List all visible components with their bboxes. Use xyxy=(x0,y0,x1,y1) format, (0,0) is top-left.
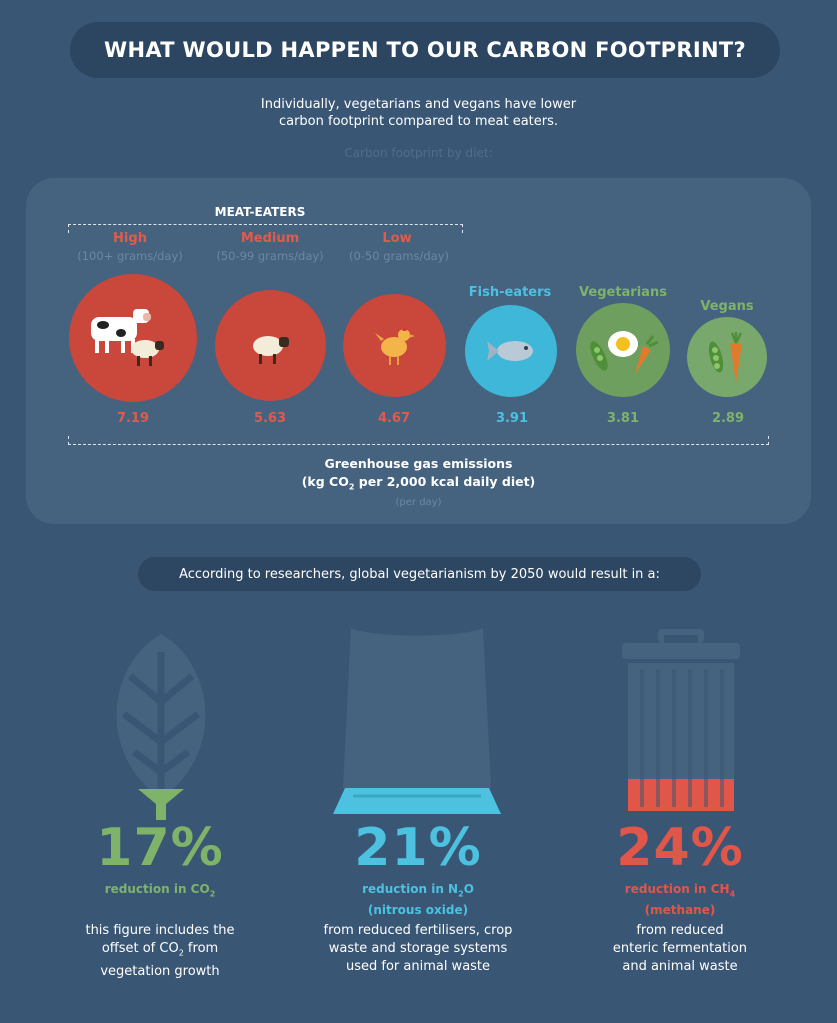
category-label-low: Low xyxy=(382,231,412,246)
diet-circle-medium xyxy=(215,290,326,401)
diet-circle-low xyxy=(343,294,446,397)
category-note-low: (0-50 grams/day) xyxy=(348,249,450,263)
co2-desc-pre: offset of CO xyxy=(101,941,179,956)
pea-carrot-icon xyxy=(708,332,743,383)
co2-label-text: reduction in CO xyxy=(104,882,210,896)
n2o-desc-line-1: from reduced fertilisers, crop xyxy=(323,923,513,938)
ch4-label-line-2: (methane) xyxy=(644,903,716,918)
co2-desc-line-1: this figure includes the xyxy=(85,923,235,938)
co2-label: reduction in CO2 xyxy=(60,881,260,902)
ch4-description: from reduced enteric fermentation and an… xyxy=(580,922,780,976)
diet-circle-vegans xyxy=(687,317,767,397)
n2o-desc-line-2: waste and storage systems xyxy=(328,941,508,956)
n2o-desc-line-3: used for animal waste xyxy=(345,959,491,974)
value-label-fish-eaters: 3.91 xyxy=(495,411,529,426)
intro-text: Individually, vegetarians and vegans hav… xyxy=(200,96,637,130)
category-note-high: (100+ grams/day) xyxy=(77,249,183,263)
n2o-label-post: O xyxy=(463,882,474,896)
cow-sheep-icon xyxy=(91,309,164,366)
axis-caption: Greenhouse gas emissions (kg CO2 per 2,0… xyxy=(220,455,617,497)
value-label-medium: 5.63 xyxy=(253,411,287,426)
category-note-medium: (50-99 grams/day) xyxy=(216,249,324,263)
n2o-percent: 21% xyxy=(354,818,482,878)
leaf-icon xyxy=(116,634,206,820)
value-label-vegetarians: 3.81 xyxy=(606,411,640,426)
ch4-label-sub: 4 xyxy=(729,889,736,899)
fish-icon xyxy=(487,341,533,361)
diet-circle-vegetarians xyxy=(576,303,670,397)
per-day-note: (per day) xyxy=(395,497,442,508)
co2-percent: 17% xyxy=(96,818,224,878)
n2o-label-sub: 2 xyxy=(458,889,464,899)
ch4-label: reduction in CH4 (methane) xyxy=(580,881,780,918)
page-title: WHAT WOULD HAPPEN TO OUR CARBON FOOTPRIN… xyxy=(70,22,780,78)
co2-desc-line-3: vegetation growth xyxy=(100,963,220,979)
research-lead: According to researchers, global vegetar… xyxy=(138,557,701,591)
category-label-high: High xyxy=(113,231,147,246)
fertiliser-bag-icon xyxy=(333,628,501,814)
chicken-icon xyxy=(374,326,415,365)
axis-caption-pre: (kg CO xyxy=(301,474,349,489)
axis-caption-sub: 2 xyxy=(348,482,355,492)
meat-eaters-bracket xyxy=(68,224,463,233)
co2-desc-line-2: offset of CO2 from xyxy=(60,940,260,963)
axis-caption-post: per 2,000 kcal daily diet) xyxy=(354,474,536,489)
egg-vegetables-icon xyxy=(590,331,659,374)
co2-description: this figure includes the offset of CO2 f… xyxy=(60,922,260,981)
n2o-label-text: reduction in N xyxy=(362,882,459,896)
sheep-icon xyxy=(252,335,289,364)
trash-can-icon xyxy=(622,629,740,811)
ch4-desc-line-3: and animal waste xyxy=(622,959,738,974)
category-label-vegans: Vegans xyxy=(700,299,754,314)
meat-eaters-group-label: MEAT-EATERS xyxy=(214,205,306,219)
diet-circle-fish-eaters xyxy=(465,305,557,397)
n2o-description: from reduced fertilisers, crop waste and… xyxy=(300,922,536,976)
co2-label-sub: 2 xyxy=(209,889,216,899)
ch4-percent: 24% xyxy=(616,818,744,878)
diet-circle-high xyxy=(69,274,197,402)
category-label-fish-eaters: Fish-eaters xyxy=(468,285,552,300)
ch4-desc-line-2: enteric fermentation xyxy=(612,941,748,956)
intro-line-1: Individually, vegetarians and vegans hav… xyxy=(260,97,577,112)
category-label-vegetarians: Vegetarians xyxy=(579,285,667,300)
chart-subtitle: Carbon footprint by diet: xyxy=(344,146,493,160)
co2-desc-sub: 2 xyxy=(178,948,184,958)
n2o-label: reduction in N2O (nitrous oxide) xyxy=(318,881,518,918)
value-label-high: 7.19 xyxy=(116,411,150,426)
value-label-low: 4.67 xyxy=(377,411,411,426)
co2-desc-post: from xyxy=(183,941,219,956)
axis-caption-line-2: (kg CO2 per 2,000 kcal daily diet) xyxy=(220,473,617,497)
values-bracket xyxy=(68,436,769,445)
category-label-medium: Medium xyxy=(240,231,300,246)
n2o-label-line-1: reduction in N2O xyxy=(318,881,518,902)
value-label-vegans: 2.89 xyxy=(711,411,745,426)
axis-caption-line-1: Greenhouse gas emissions xyxy=(324,456,513,471)
intro-line-2: carbon footprint compared to meat eaters… xyxy=(278,114,559,129)
n2o-label-line-2: (nitrous oxide) xyxy=(367,903,469,918)
ch4-label-text: reduction in CH xyxy=(624,882,730,896)
ch4-desc-line-1: from reduced xyxy=(636,923,724,938)
ch4-label-line-1: reduction in CH4 xyxy=(580,881,780,902)
